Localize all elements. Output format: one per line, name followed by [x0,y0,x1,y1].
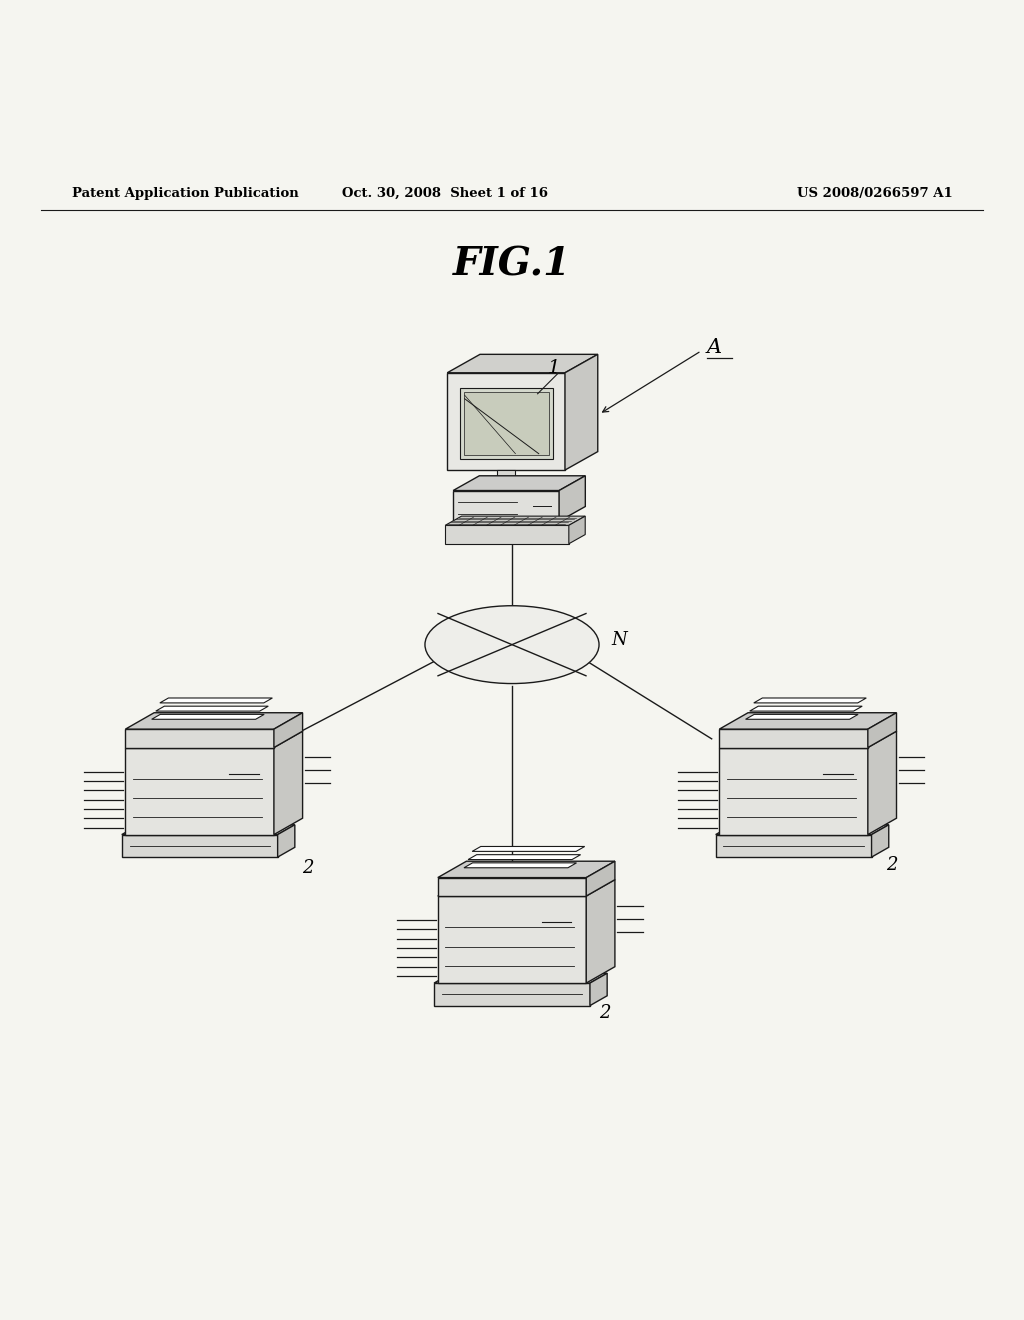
Polygon shape [274,713,303,747]
Bar [126,747,274,834]
Bar [497,470,515,491]
Polygon shape [868,713,897,747]
Bar [460,388,553,459]
Polygon shape [590,973,607,1006]
Polygon shape [754,698,866,704]
Polygon shape [871,825,889,857]
Bar [438,878,586,896]
Polygon shape [438,861,614,878]
Bar [438,896,586,983]
Bar [716,834,871,857]
Polygon shape [434,973,607,983]
Bar [447,372,565,470]
Polygon shape [569,516,586,544]
Polygon shape [472,846,585,851]
Polygon shape [745,714,858,719]
Polygon shape [126,731,303,747]
Polygon shape [586,879,614,983]
Ellipse shape [425,606,599,684]
Text: 1: 1 [548,359,560,378]
Polygon shape [447,354,598,372]
Text: 2: 2 [302,859,313,876]
Text: N: N [611,631,627,648]
Polygon shape [160,698,272,704]
Bar [122,834,278,857]
Bar [453,491,559,521]
Polygon shape [274,731,303,834]
Polygon shape [716,825,889,834]
Polygon shape [278,825,295,857]
Text: Patent Application Publication: Patent Application Publication [72,187,298,199]
Polygon shape [453,475,586,491]
Text: 2: 2 [886,855,897,874]
Bar [464,392,549,454]
Polygon shape [156,706,268,711]
Polygon shape [122,825,295,834]
Polygon shape [445,516,586,525]
Polygon shape [152,714,264,719]
Text: Oct. 30, 2008  Sheet 1 of 16: Oct. 30, 2008 Sheet 1 of 16 [342,187,549,199]
Polygon shape [868,731,897,834]
Polygon shape [719,731,897,747]
Polygon shape [750,706,862,711]
Bar [126,729,274,747]
Bar [434,983,590,1006]
Polygon shape [586,861,614,896]
Text: US 2008/0266597 A1: US 2008/0266597 A1 [797,187,952,199]
Bar [719,747,868,834]
Bar [719,729,868,747]
Polygon shape [565,354,598,470]
Polygon shape [559,475,586,521]
Text: A: A [707,338,722,358]
Bar [445,525,569,544]
Polygon shape [468,854,581,859]
Polygon shape [126,713,303,729]
Polygon shape [719,713,897,729]
Polygon shape [438,879,614,896]
Polygon shape [464,863,577,867]
Text: FIG.1: FIG.1 [453,246,571,284]
Text: 2: 2 [599,1005,610,1022]
